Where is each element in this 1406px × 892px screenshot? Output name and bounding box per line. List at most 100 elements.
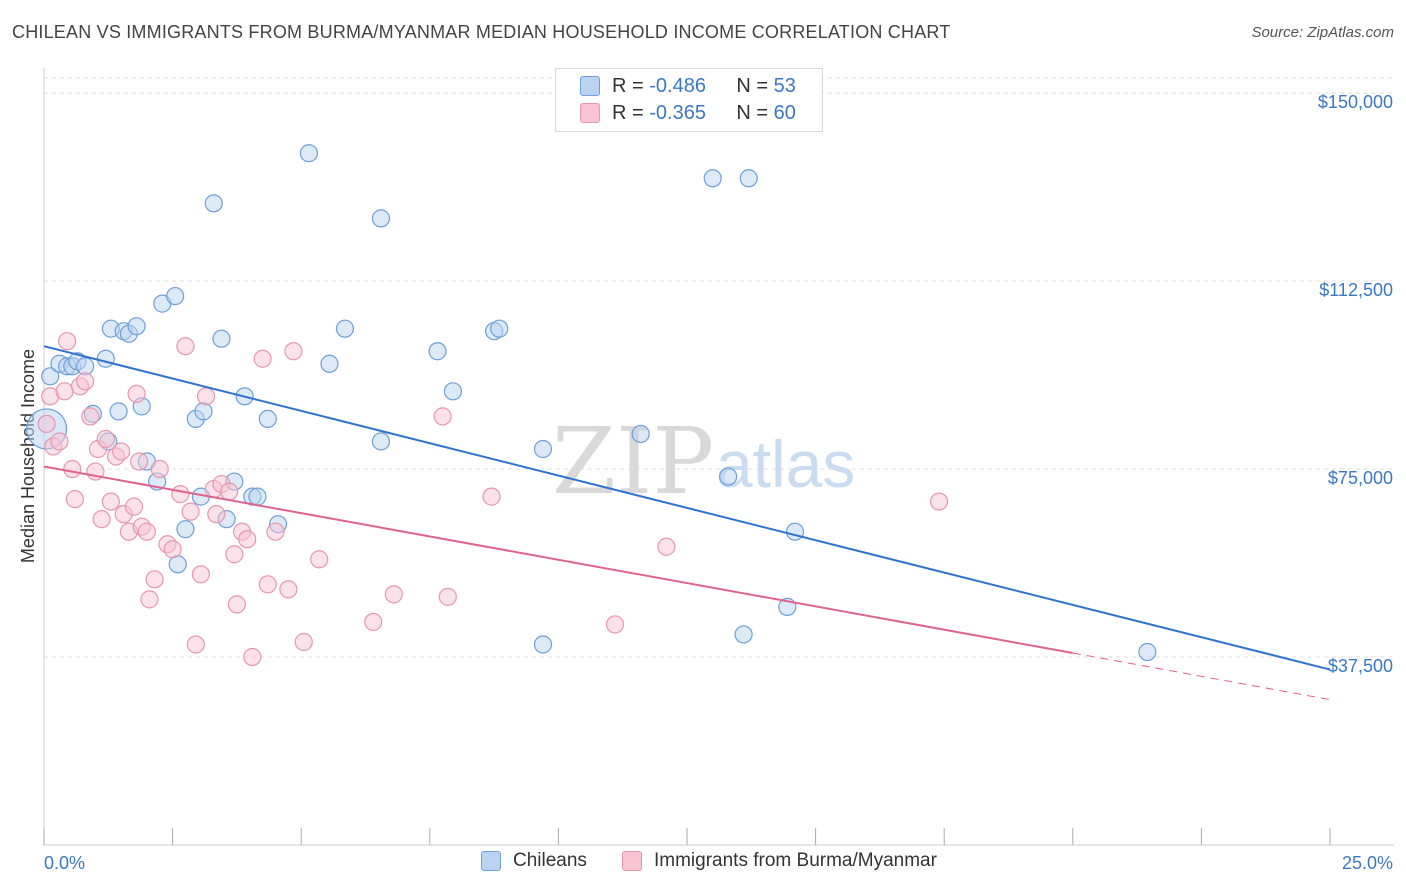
data-point	[37, 414, 56, 434]
n-label: N =	[736, 74, 769, 97]
data-point	[168, 555, 187, 574]
data-point	[207, 505, 226, 524]
data-point	[130, 452, 149, 471]
data-point	[258, 575, 277, 594]
n-label: N =	[736, 101, 769, 124]
legend-item-chileans[interactable]: Chileans	[481, 850, 587, 872]
data-point	[657, 537, 676, 556]
data-point	[112, 442, 131, 461]
data-point	[176, 337, 195, 356]
data-point	[719, 467, 738, 486]
legend-swatch-pink	[622, 851, 642, 871]
data-point	[96, 429, 115, 449]
data-point	[482, 487, 501, 506]
data-point	[428, 342, 447, 361]
data-point	[364, 612, 383, 632]
data-point	[294, 632, 313, 652]
data-point	[443, 382, 463, 401]
x-tick-labels: 0.0% 25.0%	[44, 853, 1393, 873]
watermark-zip: ZIP	[552, 408, 714, 515]
trend-line-extrapolated	[1072, 652, 1331, 701]
data-point	[196, 387, 216, 406]
data-point	[371, 432, 391, 451]
data-point	[109, 402, 128, 421]
data-point	[335, 319, 355, 338]
legend-item-burma[interactable]: Immigrants from Burma/Myanmar	[622, 850, 937, 872]
data-point	[243, 647, 262, 667]
data-point	[127, 384, 146, 403]
n-value: 53	[773, 74, 796, 97]
data-point	[76, 372, 95, 391]
data-point	[1138, 642, 1157, 662]
data-point	[101, 492, 120, 511]
r-value: -0.486	[649, 74, 706, 97]
data-point	[63, 459, 82, 479]
data-point	[176, 520, 195, 539]
n-value: 60	[773, 101, 796, 124]
legend-row-burma: R = -0.365 N = 60	[580, 100, 796, 126]
data-point	[124, 497, 144, 516]
source-credit: Source: ZipAtlas.com	[1251, 24, 1394, 41]
series-burma-myanmar	[37, 332, 949, 667]
r-label: R =	[612, 74, 644, 97]
data-point	[533, 439, 553, 459]
data-point	[284, 342, 303, 361]
data-point	[248, 487, 267, 506]
data-point	[785, 522, 805, 541]
data-point	[310, 550, 329, 569]
y-tick-label: $150,000	[1318, 92, 1393, 112]
data-point	[490, 319, 509, 338]
data-point	[55, 382, 74, 401]
data-point	[734, 625, 753, 644]
data-point	[384, 585, 403, 604]
trend-line	[43, 345, 1331, 671]
data-point	[58, 332, 77, 351]
correlation-legend: R = -0.486 N = 53 R = -0.365 N = 60	[555, 68, 823, 132]
data-point	[266, 522, 285, 541]
data-point	[631, 424, 650, 444]
y-tick-label: $112,500	[1319, 280, 1393, 300]
data-point	[929, 492, 949, 511]
x-tick-label: 25.0%	[1342, 853, 1393, 873]
grid-lines	[44, 77, 1394, 658]
chart-title: CHILEAN VS IMMIGRANTS FROM BURMA/MYANMAR…	[12, 22, 951, 42]
data-point	[163, 540, 182, 559]
data-point	[41, 367, 60, 386]
y-tick-label: $75,000	[1328, 468, 1393, 488]
data-point	[238, 530, 257, 549]
data-point	[191, 565, 210, 584]
data-point	[65, 490, 84, 509]
legend-row-chileans: R = -0.486 N = 53	[580, 73, 796, 99]
r-value: -0.365	[649, 101, 706, 124]
data-point	[171, 484, 190, 504]
data-point	[186, 635, 205, 654]
data-point	[204, 194, 223, 213]
data-point	[227, 595, 246, 614]
data-point	[137, 522, 156, 541]
data-point	[140, 590, 159, 609]
data-point	[258, 409, 277, 429]
y-tick-label: $37,500	[1328, 656, 1393, 676]
data-point	[145, 570, 164, 589]
data-point	[150, 459, 169, 479]
watermark: ZIP atlas	[552, 408, 855, 515]
trend-lines	[43, 345, 1331, 701]
trend-line	[43, 465, 1073, 654]
data-point	[253, 349, 272, 368]
data-point	[96, 349, 115, 368]
data-point	[279, 580, 298, 599]
data-point	[225, 545, 244, 564]
legend-label-burma: Immigrants from Burma/Myanmar	[654, 850, 937, 871]
data-point	[212, 329, 231, 348]
data-point	[127, 317, 146, 336]
x-tick-label: 0.0%	[44, 853, 85, 873]
legend-label-chileans: Chileans	[513, 850, 587, 871]
data-point	[220, 482, 239, 501]
legend-swatch-blue	[481, 851, 501, 871]
data-point	[433, 407, 452, 426]
r-label: R =	[612, 101, 644, 124]
data-point	[81, 407, 100, 426]
data-point	[299, 144, 319, 163]
data-point	[50, 432, 69, 451]
